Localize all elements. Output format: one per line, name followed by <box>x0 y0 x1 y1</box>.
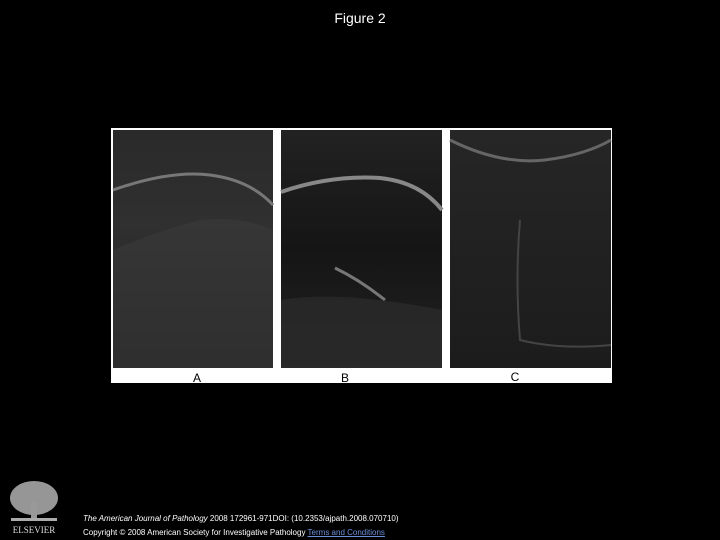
panel-a <box>112 130 275 368</box>
panel-label: C <box>511 370 520 384</box>
copyright-line: Copyright © 2008 American Society for In… <box>83 528 385 537</box>
citation-details: 2008 172961-971DOI: (10.2353/ajpath.2008… <box>209 514 399 523</box>
figure: A B C <box>111 128 612 385</box>
panel-label: A <box>193 371 201 385</box>
copyright: Copyright © 2008 American Society for In… <box>83 528 306 537</box>
journal-name: The American Journal of Pathology <box>83 514 208 523</box>
figure-title: Figure 2 <box>334 10 386 26</box>
panel-label: B <box>341 371 349 385</box>
panel-b <box>280 130 444 368</box>
citation: The American Journal of Pathology 2008 1… <box>83 514 399 523</box>
publisher-logo: ELSEVIER <box>5 478 63 536</box>
publisher-name: ELSEVIER <box>13 525 56 535</box>
terms-link[interactable]: Terms and Conditions <box>307 528 385 537</box>
panel-c <box>449 130 612 368</box>
